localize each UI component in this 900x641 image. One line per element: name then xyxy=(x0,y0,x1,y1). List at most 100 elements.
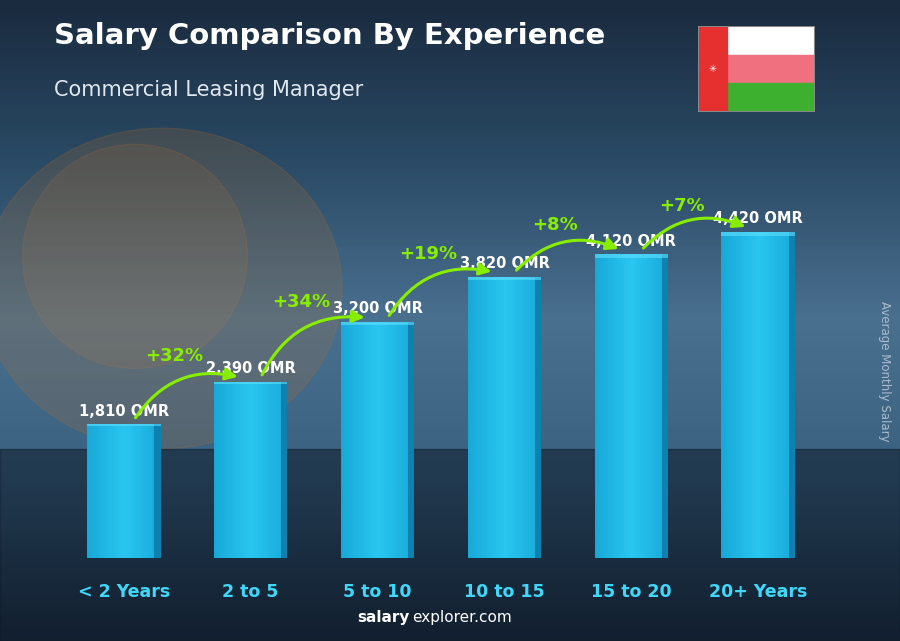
Bar xyxy=(743,233,744,558)
Bar xyxy=(219,382,220,558)
Bar xyxy=(380,322,382,558)
Bar xyxy=(214,382,215,558)
Bar xyxy=(751,233,752,558)
Bar xyxy=(221,382,222,558)
Bar xyxy=(499,276,500,558)
Bar xyxy=(95,424,97,558)
Bar xyxy=(106,424,108,558)
Bar xyxy=(492,276,493,558)
Bar xyxy=(249,382,251,558)
Bar xyxy=(495,276,496,558)
Bar xyxy=(230,382,231,558)
Bar xyxy=(159,424,160,558)
Bar xyxy=(658,254,660,558)
Bar xyxy=(539,276,540,558)
Bar xyxy=(764,233,766,558)
Bar xyxy=(375,322,376,558)
Bar xyxy=(349,322,351,558)
Bar xyxy=(372,322,373,558)
Bar xyxy=(469,276,470,558)
Bar xyxy=(112,424,114,558)
Text: Commercial Leasing Manager: Commercial Leasing Manager xyxy=(54,80,364,100)
Bar xyxy=(530,276,531,558)
Text: 3,200 OMR: 3,200 OMR xyxy=(333,301,422,316)
Bar xyxy=(656,254,657,558)
Bar xyxy=(758,233,760,558)
Bar xyxy=(657,254,658,558)
Bar xyxy=(122,424,124,558)
Bar xyxy=(346,322,348,558)
Bar xyxy=(389,322,390,558)
Bar xyxy=(602,254,603,558)
Bar xyxy=(644,254,646,558)
Bar xyxy=(513,276,514,558)
Bar xyxy=(783,233,784,558)
Bar xyxy=(272,382,273,558)
Bar xyxy=(737,233,739,558)
Bar xyxy=(238,382,239,558)
Bar xyxy=(650,254,651,558)
Bar xyxy=(514,276,516,558)
Bar xyxy=(639,254,640,558)
Bar xyxy=(278,382,279,558)
Bar xyxy=(133,424,135,558)
Bar xyxy=(269,382,270,558)
Text: +34%: +34% xyxy=(273,293,330,311)
Text: ✳: ✳ xyxy=(708,64,716,74)
Bar xyxy=(478,276,479,558)
Bar xyxy=(663,254,664,558)
Bar xyxy=(731,233,733,558)
Bar xyxy=(635,254,636,558)
Bar xyxy=(408,322,414,558)
Bar xyxy=(348,322,349,558)
Bar xyxy=(138,424,139,558)
Bar xyxy=(790,233,791,558)
Bar xyxy=(497,276,499,558)
Bar xyxy=(630,254,631,558)
Bar xyxy=(379,322,380,558)
Bar xyxy=(231,382,232,558)
Bar xyxy=(725,233,726,558)
Bar xyxy=(640,254,641,558)
Bar xyxy=(390,322,391,558)
Bar xyxy=(99,424,101,558)
Bar xyxy=(273,382,274,558)
Bar xyxy=(508,276,509,558)
Bar xyxy=(641,254,643,558)
Text: 20+ Years: 20+ Years xyxy=(709,583,807,601)
Bar xyxy=(741,233,742,558)
Bar xyxy=(724,233,725,558)
Bar xyxy=(152,424,153,558)
Bar xyxy=(370,322,372,558)
Bar xyxy=(468,276,541,280)
Bar xyxy=(506,276,507,558)
Bar xyxy=(754,233,756,558)
Bar xyxy=(341,322,414,325)
Text: +32%: +32% xyxy=(146,347,203,365)
Text: 2,390 OMR: 2,390 OMR xyxy=(206,361,295,376)
Bar xyxy=(766,233,767,558)
Bar xyxy=(479,276,480,558)
Bar xyxy=(364,322,365,558)
Bar xyxy=(722,233,723,558)
Bar xyxy=(400,322,402,558)
Bar xyxy=(246,382,247,558)
Bar xyxy=(603,254,604,558)
Bar xyxy=(629,254,630,558)
Bar xyxy=(480,276,482,558)
Bar xyxy=(260,382,262,558)
Bar xyxy=(94,424,95,558)
Bar xyxy=(662,254,663,558)
Bar xyxy=(472,276,473,558)
Text: +19%: +19% xyxy=(400,245,457,263)
Bar xyxy=(616,254,617,558)
Bar xyxy=(235,382,236,558)
Bar xyxy=(617,254,619,558)
Bar xyxy=(757,233,758,558)
Bar xyxy=(404,322,406,558)
Bar xyxy=(248,382,249,558)
Bar xyxy=(597,254,598,558)
Bar xyxy=(410,322,412,558)
Bar xyxy=(226,382,228,558)
Bar xyxy=(258,382,259,558)
